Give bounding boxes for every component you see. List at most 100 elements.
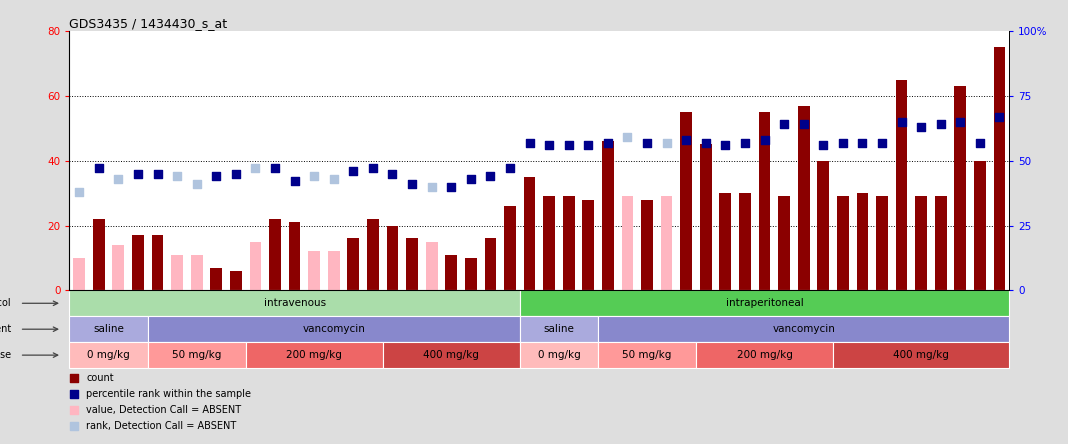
Point xyxy=(227,170,245,177)
Point xyxy=(207,173,225,180)
Point xyxy=(815,142,832,149)
Point xyxy=(443,183,460,190)
Point xyxy=(364,165,381,172)
Bar xyxy=(520,290,1009,316)
Bar xyxy=(739,193,751,290)
Text: rank, Detection Call = ABSENT: rank, Detection Call = ABSENT xyxy=(87,421,237,432)
Bar xyxy=(598,342,696,368)
Bar xyxy=(152,235,163,290)
Bar xyxy=(132,235,144,290)
Point xyxy=(70,188,88,195)
Bar xyxy=(387,226,398,290)
Point xyxy=(775,121,792,128)
Text: 50 mg/kg: 50 mg/kg xyxy=(623,350,672,360)
Bar xyxy=(191,255,203,290)
Point xyxy=(580,142,597,149)
Bar xyxy=(406,238,418,290)
Bar xyxy=(582,200,594,290)
Point xyxy=(697,139,714,146)
Bar xyxy=(112,245,124,290)
Bar xyxy=(382,342,520,368)
Bar xyxy=(798,106,810,290)
Point xyxy=(717,142,734,149)
Text: agent: agent xyxy=(0,324,11,334)
Bar xyxy=(288,222,300,290)
Point xyxy=(91,165,107,172)
Point xyxy=(286,178,303,185)
Text: intraperitoneal: intraperitoneal xyxy=(725,298,803,308)
Text: 400 mg/kg: 400 mg/kg xyxy=(893,350,949,360)
Point xyxy=(599,139,616,146)
Point xyxy=(540,142,557,149)
Text: GDS3435 / 1434430_s_at: GDS3435 / 1434430_s_at xyxy=(69,17,227,30)
Text: 200 mg/kg: 200 mg/kg xyxy=(286,350,342,360)
Bar xyxy=(520,316,598,342)
Bar xyxy=(934,196,946,290)
Bar xyxy=(857,193,868,290)
Bar xyxy=(563,196,575,290)
Bar xyxy=(246,342,382,368)
Bar xyxy=(680,112,692,290)
Text: vancomycin: vancomycin xyxy=(772,324,835,334)
Bar xyxy=(837,196,849,290)
Text: 200 mg/kg: 200 mg/kg xyxy=(737,350,792,360)
Point xyxy=(972,139,989,146)
Bar xyxy=(955,86,967,290)
Bar xyxy=(465,258,476,290)
Point xyxy=(912,123,929,131)
Bar xyxy=(74,258,85,290)
Bar xyxy=(661,196,673,290)
Point xyxy=(305,173,323,180)
Text: value, Detection Call = ABSENT: value, Detection Call = ABSENT xyxy=(87,405,241,415)
Point xyxy=(482,173,499,180)
Text: protocol: protocol xyxy=(0,298,11,308)
Text: dose: dose xyxy=(0,350,11,360)
Point xyxy=(874,139,891,146)
Bar xyxy=(523,177,535,290)
Point xyxy=(384,170,402,177)
Point xyxy=(932,121,949,128)
Text: vancomycin: vancomycin xyxy=(302,324,365,334)
Bar xyxy=(758,112,770,290)
Point xyxy=(795,121,812,128)
Bar xyxy=(993,47,1005,290)
Bar xyxy=(598,316,1009,342)
Point xyxy=(574,191,591,198)
Bar xyxy=(779,196,790,290)
Bar xyxy=(69,290,520,316)
Bar xyxy=(210,268,222,290)
Point xyxy=(854,139,871,146)
Bar xyxy=(876,196,888,290)
Point xyxy=(756,136,773,143)
Bar xyxy=(485,238,497,290)
Text: percentile rank within the sample: percentile rank within the sample xyxy=(87,389,251,399)
Bar xyxy=(622,196,633,290)
Bar xyxy=(520,342,598,368)
Point xyxy=(188,180,205,187)
Bar xyxy=(700,144,711,290)
Bar xyxy=(269,219,281,290)
Point xyxy=(267,165,284,172)
Bar xyxy=(602,141,614,290)
Bar xyxy=(974,161,986,290)
Bar xyxy=(896,79,908,290)
Bar xyxy=(504,206,516,290)
Point xyxy=(110,175,127,182)
Point xyxy=(560,142,577,149)
Point xyxy=(658,139,675,146)
Bar xyxy=(445,255,457,290)
Bar xyxy=(147,342,246,368)
Bar xyxy=(720,193,732,290)
Bar xyxy=(696,342,833,368)
Point xyxy=(952,118,969,125)
Point xyxy=(462,175,480,182)
Bar xyxy=(69,342,147,368)
Point xyxy=(247,165,264,172)
Bar xyxy=(328,251,340,290)
Bar xyxy=(93,219,105,290)
Point xyxy=(148,170,167,177)
Point xyxy=(574,338,591,345)
Bar xyxy=(641,200,653,290)
Point xyxy=(574,44,591,51)
Bar xyxy=(347,238,359,290)
